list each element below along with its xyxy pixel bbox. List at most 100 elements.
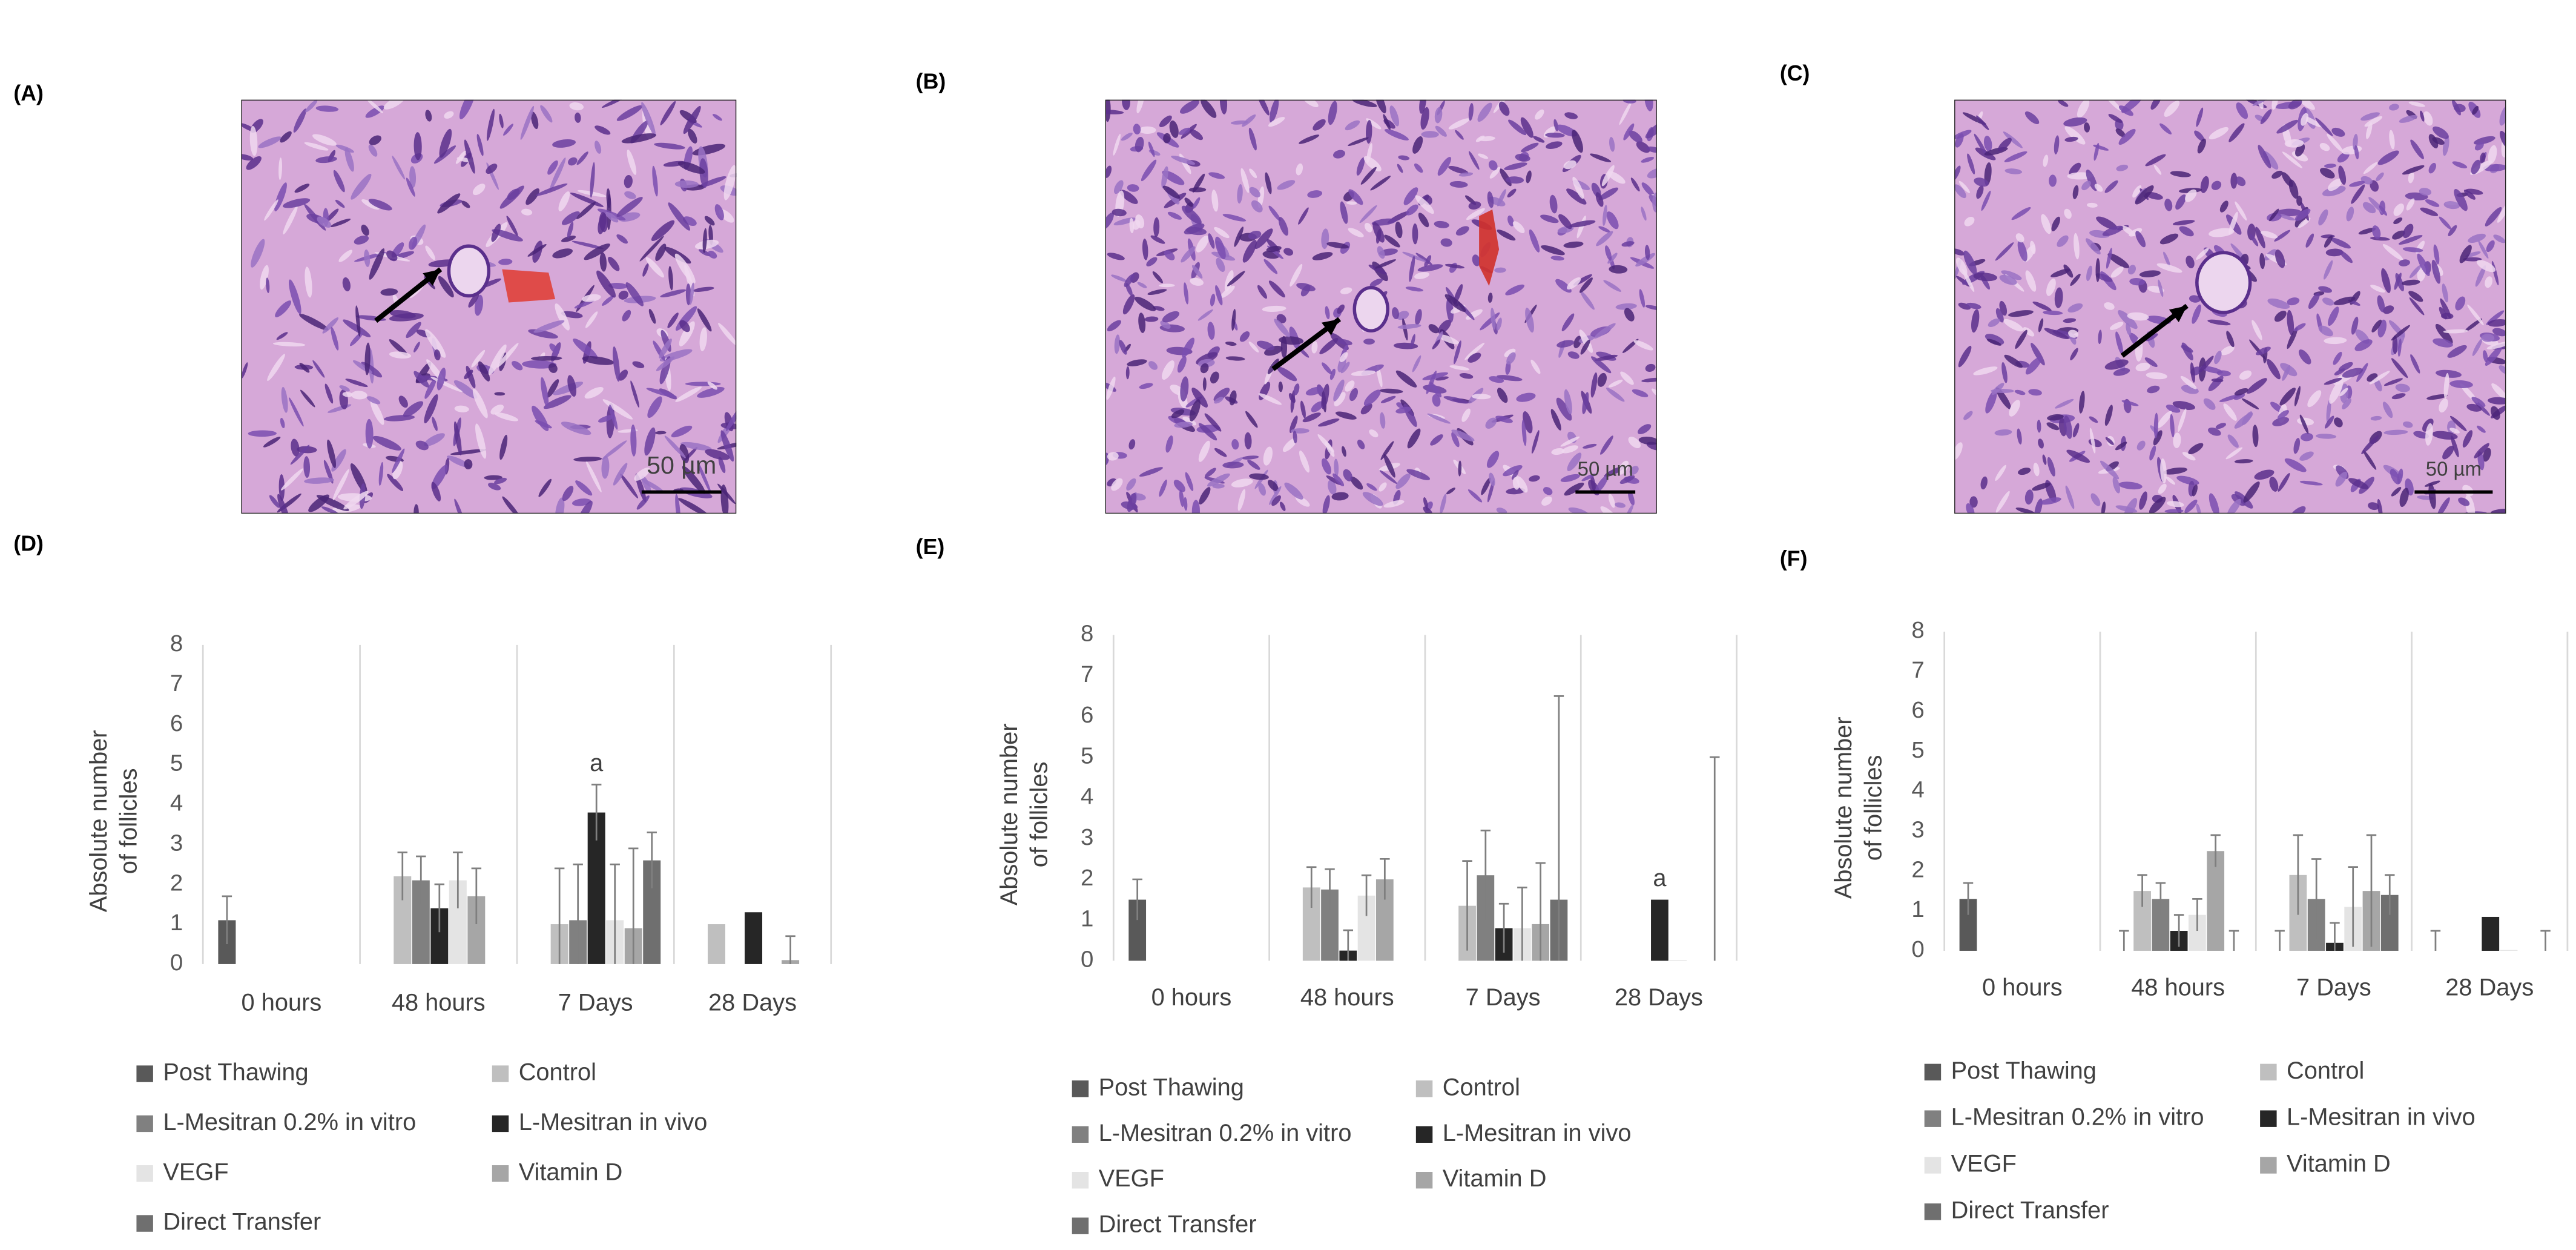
nucleus xyxy=(1598,187,1619,200)
nucleus xyxy=(2472,339,2483,356)
nucleus xyxy=(1369,429,1379,438)
nucleus xyxy=(303,456,311,478)
nucleus xyxy=(1148,361,1158,370)
nucleus xyxy=(1958,345,1972,368)
nucleus xyxy=(1458,172,1474,177)
nucleus xyxy=(1988,318,2000,328)
nucleus xyxy=(2216,370,2231,377)
nucleus xyxy=(1138,312,1146,333)
nucleus xyxy=(1319,337,1339,354)
nucleus xyxy=(1283,248,1294,256)
nucleus xyxy=(618,290,628,300)
nucleus xyxy=(2351,316,2359,335)
nucleus xyxy=(2046,278,2056,296)
nucleus xyxy=(323,460,334,484)
nucleus xyxy=(2074,233,2080,260)
nucleus xyxy=(282,198,311,208)
nucleus xyxy=(2315,117,2333,136)
nucleus xyxy=(1127,184,1139,192)
nucleus xyxy=(1279,336,1304,345)
nucleus xyxy=(1966,503,1975,514)
nucleus xyxy=(2234,412,2253,429)
nucleus xyxy=(561,236,576,242)
nucleus xyxy=(2025,357,2042,375)
nucleus xyxy=(2348,478,2369,489)
nucleus xyxy=(1632,389,1649,397)
nucleus xyxy=(1318,418,1340,427)
nucleus xyxy=(1340,287,1352,294)
nucleus xyxy=(2100,460,2120,480)
nucleus xyxy=(1251,200,1263,213)
nucleus xyxy=(368,199,392,211)
nucleus xyxy=(598,213,607,234)
nucleus xyxy=(1125,283,1133,296)
nucleus xyxy=(2190,362,2195,383)
nucleus xyxy=(308,494,330,512)
nucleus xyxy=(2044,328,2069,340)
nucleus xyxy=(598,415,614,423)
nucleus xyxy=(1312,252,1333,260)
legend-swatch xyxy=(492,1165,509,1182)
nucleus xyxy=(2038,438,2044,449)
nucleus xyxy=(2307,390,2322,408)
nucleus xyxy=(1380,395,1396,403)
nucleus xyxy=(432,417,438,431)
nucleus xyxy=(616,234,628,244)
nucleus xyxy=(1333,379,1345,402)
nucleus xyxy=(1397,324,1421,329)
nucleus xyxy=(2241,398,2259,409)
legend-label: Direct Transfer xyxy=(1951,1197,2109,1223)
nucleus xyxy=(2420,110,2425,122)
nucleus xyxy=(644,427,656,456)
nucleus xyxy=(2200,176,2209,193)
nucleus xyxy=(2299,414,2309,434)
nucleus xyxy=(1983,136,1992,151)
nucleus xyxy=(2338,165,2347,185)
nucleus xyxy=(1405,286,1424,292)
nucleus xyxy=(568,157,578,166)
nucleus xyxy=(2194,130,2205,142)
nucleus xyxy=(1311,341,1318,354)
nucleus xyxy=(1331,492,1349,501)
legend-label: L-Mesitran in vivo xyxy=(1443,1120,1632,1146)
nucleus xyxy=(2104,359,2129,370)
nucleus xyxy=(641,475,651,494)
nucleus xyxy=(2478,240,2489,259)
nucleus xyxy=(1468,201,1481,210)
nucleus xyxy=(1181,205,1202,225)
nucleus xyxy=(343,319,371,337)
nucleus xyxy=(2102,225,2124,236)
nucleus xyxy=(639,236,664,262)
nucleus xyxy=(1446,488,1455,495)
nucleus xyxy=(1329,368,1336,380)
nucleus xyxy=(1337,339,1352,346)
nucleus xyxy=(634,467,650,481)
nucleus xyxy=(624,174,633,188)
nucleus xyxy=(1249,473,1269,480)
nucleus xyxy=(453,421,462,455)
nucleus xyxy=(2464,318,2483,332)
nucleus xyxy=(1271,495,1281,506)
nucleus xyxy=(693,286,714,292)
nucleus xyxy=(1345,380,1355,392)
nucleus xyxy=(1313,119,1326,131)
nucleus xyxy=(2493,234,2506,243)
y-axis-label-line: of follicles xyxy=(1026,762,1052,868)
legend-label: Direct Transfer xyxy=(163,1209,321,1235)
nucleus xyxy=(2301,432,2313,441)
nucleus xyxy=(2086,265,2092,282)
y-axis-label: Absolute number of follicles xyxy=(85,730,142,912)
nucleus xyxy=(1119,190,1138,204)
nucleus xyxy=(2402,247,2423,253)
nucleus xyxy=(2157,411,2172,428)
nucleus xyxy=(2391,393,2406,400)
nucleus xyxy=(1328,101,1337,125)
nucleus xyxy=(2298,217,2311,228)
nucleus xyxy=(2178,408,2187,432)
nucleus xyxy=(1380,412,1386,429)
nucleus xyxy=(2179,226,2194,237)
nucleus xyxy=(2399,488,2409,508)
nucleus xyxy=(520,105,535,140)
nucleus xyxy=(1262,305,1286,312)
nucleus xyxy=(2110,266,2124,278)
